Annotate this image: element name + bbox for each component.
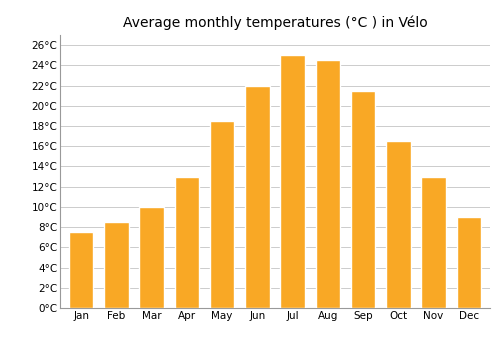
- Title: Average monthly temperatures (°C ) in Vélo: Average monthly temperatures (°C ) in Vé…: [122, 15, 428, 30]
- Bar: [140, 207, 164, 308]
- Bar: [280, 55, 305, 308]
- Bar: [386, 141, 410, 308]
- Bar: [69, 232, 94, 308]
- Bar: [245, 85, 270, 308]
- Bar: [351, 91, 376, 308]
- Bar: [422, 176, 446, 308]
- Bar: [210, 121, 234, 308]
- Bar: [104, 222, 128, 308]
- Bar: [174, 176, 199, 308]
- Bar: [316, 60, 340, 308]
- Bar: [456, 217, 481, 308]
